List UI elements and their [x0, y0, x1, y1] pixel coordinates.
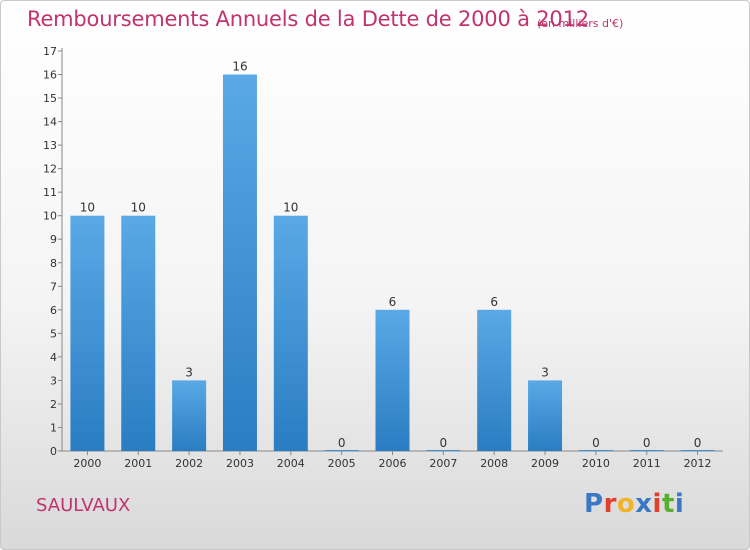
x-tick-label-2007: 2007	[429, 457, 457, 470]
x-tick-label-2006: 2006	[379, 457, 407, 470]
y-tick-label: 2	[50, 398, 57, 411]
logo-letter: i	[674, 489, 685, 519]
y-tick-label: 12	[43, 163, 57, 176]
x-tick-label-2010: 2010	[582, 457, 610, 470]
y-tick-label: 4	[50, 351, 57, 364]
data-label-2012: 0	[694, 436, 702, 450]
data-label-2007: 0	[440, 436, 448, 450]
bar-2008	[477, 309, 512, 451]
data-label-2004: 10	[283, 201, 298, 215]
bar-2011	[629, 450, 664, 451]
bar-2012	[680, 450, 715, 451]
x-tick-label-2011: 2011	[633, 457, 661, 470]
proxiti-logo: Proxiti	[584, 489, 684, 519]
commune-name: SAULVAUX	[36, 495, 131, 516]
logo-letter: t	[661, 489, 675, 519]
logo-letter: r	[603, 489, 617, 519]
y-tick-label: 5	[50, 327, 57, 340]
bars	[70, 74, 715, 451]
x-tick-label-2012: 2012	[684, 457, 712, 470]
bar-2001	[121, 215, 156, 451]
data-label-2011: 0	[643, 436, 651, 450]
bar-2005	[324, 450, 359, 451]
bar-2004	[273, 215, 308, 451]
y-tick-label: 17	[43, 45, 57, 58]
logo-letter: o	[616, 489, 636, 519]
logo-letter: P	[584, 489, 604, 519]
data-label-2009: 3	[541, 365, 549, 379]
data-label-2010: 0	[592, 436, 600, 450]
bar-2010	[578, 450, 613, 451]
y-tick-label: 14	[43, 116, 57, 129]
y-tick-label: 16	[43, 69, 57, 82]
y-tick-label: 10	[43, 210, 57, 223]
x-tick-label-2009: 2009	[531, 457, 559, 470]
bar-2006	[375, 309, 410, 451]
bar-2009	[528, 380, 563, 451]
y-tick-label: 7	[50, 280, 57, 293]
x-tick-label-2003: 2003	[226, 457, 254, 470]
labels: 10 2000 10 2001 3 2002 16 2003 10 2004 0 2005 6 2006 0…	[73, 60, 711, 470]
y-tick-label: 9	[50, 233, 57, 246]
x-tick-label-2008: 2008	[480, 457, 508, 470]
y-tick-label: 0	[50, 445, 57, 458]
y-tick-label: 8	[50, 257, 57, 270]
logo-letter: x	[635, 489, 653, 519]
data-label-2001: 10	[131, 201, 146, 215]
bar-2000	[70, 215, 105, 451]
y-tick-label: 15	[43, 92, 57, 105]
x-tick-label-2004: 2004	[277, 457, 305, 470]
x-tick-label-2002: 2002	[175, 457, 203, 470]
bar-2007	[426, 450, 461, 451]
page-title: Remboursements Annuels de la Dette de 20…	[27, 7, 589, 31]
data-label-2000: 10	[80, 201, 95, 215]
data-label-2005: 0	[338, 436, 346, 450]
data-label-2006: 6	[389, 295, 397, 309]
y-tick-label: 13	[43, 139, 57, 152]
unit-label: (en milliers d'€)	[537, 17, 624, 30]
bar-2002	[172, 380, 207, 451]
logo-letter: i	[652, 489, 662, 519]
bar-2003	[222, 74, 257, 451]
x-tick-label-2005: 2005	[328, 457, 356, 470]
x-tick-label-2000: 2000	[73, 457, 101, 470]
data-label-2008: 6	[490, 295, 498, 309]
x-tick-label-2001: 2001	[124, 457, 152, 470]
y-tick-label: 3	[50, 374, 57, 387]
y-tick-label: 11	[43, 186, 57, 199]
data-label-2002: 3	[185, 365, 193, 379]
y-tick-label: 1	[50, 421, 57, 434]
y-tick-label: 6	[50, 304, 57, 317]
data-label-2003: 16	[232, 60, 247, 74]
